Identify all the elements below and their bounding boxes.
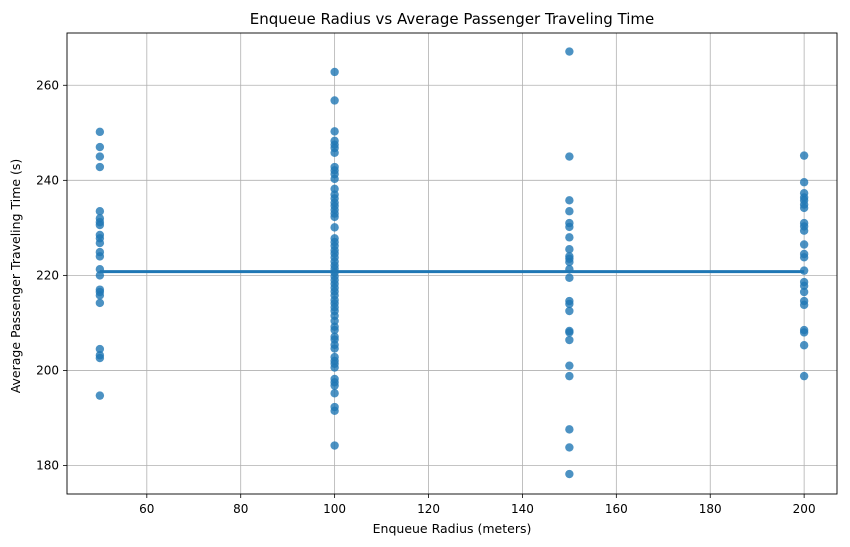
- data-point: [565, 245, 574, 254]
- data-point: [565, 469, 574, 479]
- data-point: [330, 67, 339, 77]
- plot-frame: [66, 32, 838, 495]
- data-point: [565, 361, 574, 370]
- data-point: [565, 47, 574, 56]
- data-point: [330, 441, 339, 450]
- y-tick-label: 260: [36, 78, 59, 92]
- data-point: [799, 178, 809, 187]
- data-point: [95, 271, 105, 280]
- grid: [67, 33, 837, 494]
- x-tick-label: 60: [139, 502, 154, 516]
- data-point: [95, 152, 105, 161]
- data-point: [330, 325, 339, 335]
- data-point: [565, 222, 574, 232]
- data-point: [799, 281, 809, 291]
- x-axis-label: Enqueue Radius (meters): [373, 521, 532, 536]
- data-point: [95, 238, 105, 248]
- y-tick-label: 220: [36, 268, 59, 282]
- x-tick-label: 200: [793, 502, 816, 516]
- data-point: [330, 174, 339, 184]
- data-point: [799, 287, 809, 297]
- data-point: [95, 162, 105, 172]
- x-tick-label: 180: [699, 502, 722, 516]
- data-point: [565, 443, 574, 452]
- data-point: [799, 253, 809, 262]
- data-point: [95, 252, 105, 261]
- data-point: [565, 299, 574, 309]
- data-point: [799, 151, 809, 160]
- data-point: [95, 207, 105, 216]
- data-point: [330, 381, 339, 390]
- data-point: [799, 371, 809, 381]
- data-point: [565, 233, 574, 242]
- y-tick-label: 180: [36, 458, 59, 472]
- data-point: [565, 152, 574, 161]
- data-point: [95, 298, 105, 308]
- data-point: [95, 353, 105, 363]
- data-point: [95, 220, 105, 230]
- y-axis-label: Average Passenger Traveling Time (s): [8, 159, 23, 394]
- data-point: [330, 344, 339, 353]
- data-point: [330, 389, 339, 398]
- data-point: [799, 300, 809, 310]
- y-tick-label: 240: [36, 173, 59, 187]
- data-point: [565, 328, 574, 337]
- data-point: [799, 341, 809, 350]
- data-point: [565, 371, 574, 381]
- data-point: [95, 127, 105, 137]
- data-point: [95, 391, 105, 400]
- data-point: [330, 363, 339, 372]
- data-point: [95, 142, 105, 152]
- data-point: [330, 148, 339, 157]
- y-tick-label: 200: [36, 363, 59, 377]
- x-tick-label: 120: [417, 502, 440, 516]
- data-point: [330, 223, 339, 232]
- data-point: [330, 96, 339, 105]
- data-point: [95, 344, 105, 354]
- chart-title: Enqueue Radius vs Average Passenger Trav…: [250, 10, 655, 28]
- data-point: [565, 196, 574, 205]
- axes: 60 80 100 120 140 160 180 200 180 200 220 240 260: [36, 32, 838, 516]
- x-tick-label: 100: [323, 502, 346, 516]
- data-point: [565, 306, 574, 316]
- data-point: [565, 273, 574, 282]
- data-point: [565, 425, 574, 434]
- data-point: [565, 207, 574, 216]
- x-tick-label: 80: [233, 502, 248, 516]
- data-point: [799, 240, 809, 249]
- data-point: [565, 257, 574, 267]
- x-tick-label: 160: [605, 502, 628, 516]
- data-point: [799, 328, 809, 337]
- data-point: [330, 406, 339, 416]
- data-point: [330, 127, 339, 136]
- data-point: [799, 203, 809, 213]
- x-tick-label: 140: [511, 502, 534, 516]
- data-point: [799, 226, 809, 235]
- data-point: [330, 212, 339, 222]
- data-marks: [95, 47, 809, 479]
- data-point: [95, 291, 105, 300]
- data-point: [565, 335, 574, 345]
